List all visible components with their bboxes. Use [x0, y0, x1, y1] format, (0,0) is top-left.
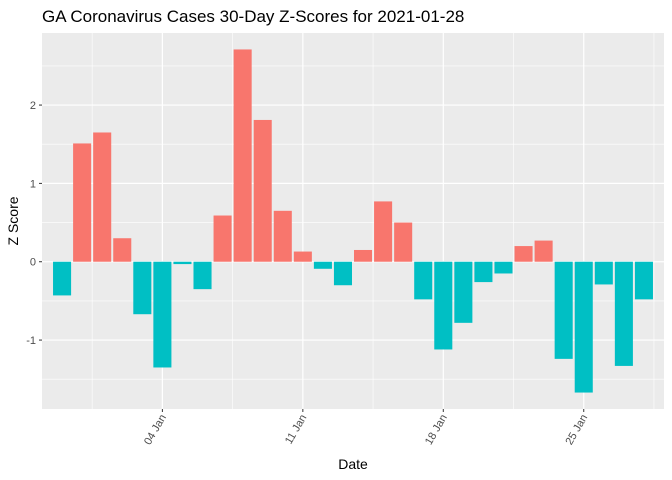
bar-2021-01-23	[534, 240, 553, 262]
y-axis-title: Z Score	[5, 196, 21, 245]
bar-2021-01-14	[354, 249, 373, 262]
y-axis-ticks: -1 0 1 2	[26, 100, 42, 347]
bar-2021-01-24	[554, 261, 573, 359]
y-tick-label: 1	[30, 178, 36, 190]
bar-2021-01-08	[233, 49, 252, 262]
bar-2021-01-22	[514, 246, 533, 262]
x-axis-ticks: 04 Jan 11 Jan 18 Jan 25 Jan	[142, 409, 590, 447]
bar-2021-01-20	[474, 261, 493, 283]
bar-2021-01-27	[614, 261, 633, 366]
bar-2021-01-11	[293, 251, 312, 262]
bar-2021-01-10	[273, 210, 292, 262]
x-tick-label: 25 Jan	[563, 413, 590, 448]
bar-2021-01-26	[594, 261, 613, 285]
bar-2021-01-02	[113, 238, 132, 262]
bar-2021-01-07	[213, 215, 232, 262]
bar-2021-01-17	[414, 261, 433, 300]
bars	[53, 49, 653, 393]
bar-2021-01-06	[193, 261, 212, 290]
x-tick-label: 04 Jan	[142, 413, 169, 448]
bar-2021-01-25	[574, 261, 593, 393]
bar-2021-01-16	[394, 222, 413, 262]
minor-gridlines	[42, 33, 664, 409]
bar-2020-12-31	[73, 143, 92, 262]
bar-2021-01-09	[253, 119, 272, 262]
chart-title: GA Coronavirus Cases 30-Day Z-Scores for…	[42, 7, 464, 26]
x-tick-label: 18 Jan	[423, 413, 450, 448]
bar-2021-01-12	[313, 261, 332, 269]
x-tick-label: 11 Jan	[283, 413, 310, 447]
x-axis-title: Date	[338, 456, 368, 472]
bar-2021-01-01	[93, 132, 112, 262]
y-tick-label: -1	[26, 335, 36, 347]
bar-2021-01-21	[494, 261, 513, 274]
y-tick-label: 2	[30, 100, 36, 112]
bar-2020-12-30	[53, 261, 72, 296]
bar-2021-01-04	[153, 261, 172, 368]
bar-2021-01-03	[133, 261, 152, 315]
bar-2021-01-19	[454, 261, 473, 323]
bar-2021-01-15	[374, 201, 393, 262]
bar-2021-01-13	[333, 261, 352, 286]
y-tick-label: 0	[30, 257, 36, 269]
bar-2021-01-05	[173, 261, 192, 265]
bar-2021-01-28	[634, 261, 653, 300]
bar-2021-01-18	[434, 261, 453, 350]
